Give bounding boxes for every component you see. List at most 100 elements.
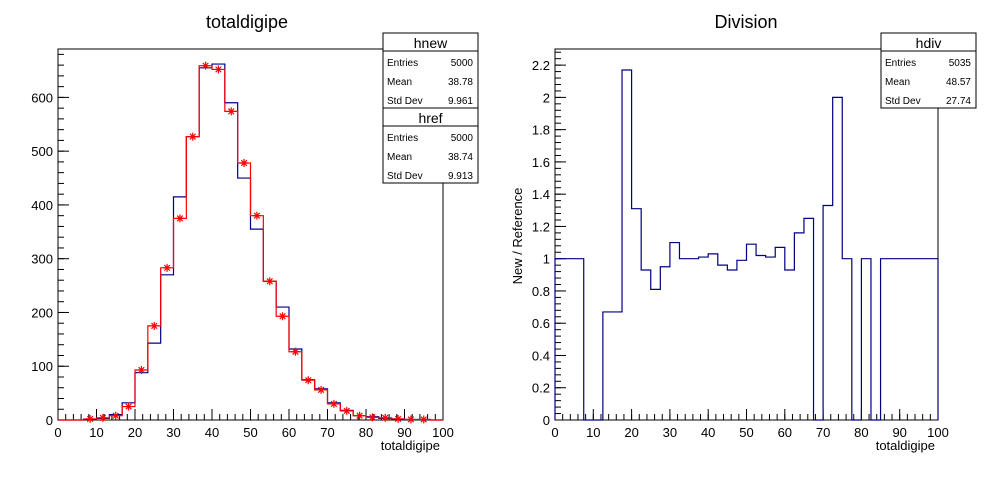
stats-title: hnew (414, 35, 448, 51)
y-tick-label: 1.2 (532, 219, 550, 234)
stats-title: href (418, 110, 442, 126)
pad-right: Division totaldigipe New / Reference 0 10… (510, 12, 977, 453)
x-tick-label: 80 (854, 425, 868, 440)
stats-row-label: Entries (387, 133, 418, 144)
series-href-point (214, 65, 223, 74)
y-tick-label: 100 (31, 359, 53, 374)
series-href-point (406, 415, 415, 424)
series-href-point (111, 411, 120, 420)
y-tick-label: 1 (543, 252, 550, 267)
stats-row-value: 5000 (451, 58, 474, 69)
y-tick-label: 200 (31, 305, 53, 320)
x-tick-label: 100 (432, 425, 454, 440)
series-href-point (304, 376, 313, 385)
stats-row-label: Entries (885, 58, 916, 69)
stats-row-value: 38.78 (448, 77, 473, 88)
x-tick-label: 20 (128, 425, 142, 440)
series-href-point (368, 413, 377, 422)
series-hdiv-line (554, 69, 939, 421)
series-href-point (278, 312, 287, 321)
series-href-point (163, 263, 172, 272)
y-tick-label: 1.4 (532, 187, 550, 202)
y-tick-label: 300 (31, 252, 53, 267)
y-tick-label: 400 (31, 198, 53, 213)
stats-row-label: Mean (387, 77, 412, 88)
x-tick-label: 0 (551, 425, 558, 440)
stats-row-label: Std Dev (885, 96, 921, 107)
stats-box (382, 32, 479, 109)
stats-row-label: Entries (387, 58, 418, 69)
series-href-point (188, 132, 197, 141)
stats-row-value: 5000 (451, 133, 474, 144)
x-tick-label: 90 (397, 425, 411, 440)
x-tick-label: 10 (586, 425, 600, 440)
x-tick-label: 30 (663, 425, 677, 440)
series-href-point (394, 414, 403, 423)
series-href-point (252, 211, 261, 220)
series-href-point (98, 413, 107, 422)
series-href-point (342, 406, 351, 415)
y-tick-label: 500 (31, 144, 53, 159)
series-href-point (201, 61, 210, 70)
y-tick-label: 1.8 (532, 123, 550, 138)
series-href-point (329, 399, 338, 408)
series-href-point (227, 107, 236, 116)
x-tick-label: 50 (243, 425, 257, 440)
series-href-point (150, 321, 159, 330)
x-tick-label: 100 (927, 425, 949, 440)
stats-row-label: Mean (387, 152, 412, 163)
x-tick-label: 10 (89, 425, 103, 440)
y-tick-label: 1.6 (532, 155, 550, 170)
pad-left: totaldigipe totaldigipe 0 10 20 30 40 50 60 70 8… (31, 12, 479, 453)
stats-row-value: 48.57 (946, 77, 971, 88)
stats-row-label: Mean (885, 77, 910, 88)
chart-title: Division (714, 12, 777, 32)
series-href-point (355, 411, 364, 420)
stats-box (880, 32, 977, 109)
x-tick-label: 60 (778, 425, 792, 440)
y-tick-label: 0.6 (532, 316, 550, 331)
x-tick-label: 40 (205, 425, 219, 440)
stats-row-value: 38.74 (448, 152, 473, 163)
stats-title: hdiv (916, 35, 942, 51)
x-tick-label: 80 (359, 425, 373, 440)
stats-row-value: 9.913 (448, 171, 473, 182)
stats-box (382, 107, 479, 184)
x-tick-label: 40 (701, 425, 715, 440)
series-href-point (86, 414, 95, 423)
series-href-point (124, 402, 133, 411)
y-tick-label: 0 (543, 413, 550, 428)
y-tick-label: 2 (543, 90, 550, 105)
series-href-point (137, 365, 146, 374)
y-axis-label: New / Reference (510, 188, 525, 285)
series-href-point (240, 158, 249, 167)
stats-row-value: 5035 (949, 58, 972, 69)
stats-row-label: Std Dev (387, 171, 423, 182)
plot-area: 0 10 20 30 40 50 60 70 80 90 100 0 0.2 0.4 0.6 0.8 1 1.2 1… (532, 48, 949, 440)
x-axis-label: totaldigipe (876, 438, 935, 453)
stats-row-value: 27.74 (946, 96, 971, 107)
chart-title: totaldigipe (206, 12, 288, 32)
y-tick-label: 0.2 (532, 381, 550, 396)
x-axis-label: totaldigipe (381, 438, 440, 453)
x-tick-label: 60 (282, 425, 296, 440)
x-tick-label: 50 (739, 425, 753, 440)
plot-area: 0 10 20 30 40 50 60 70 80 90 100 0 100 200 300 400 500 60… (31, 48, 454, 440)
series-href-point (317, 385, 326, 394)
series-href-point (265, 277, 274, 286)
stats-boxes: hnew Entries 5000 Mean 38.78 Std Dev 9.961 href… (382, 32, 479, 184)
y-tick-label: 0.4 (532, 348, 550, 363)
y-tick-label: 600 (31, 90, 53, 105)
x-tick-label: 70 (320, 425, 334, 440)
stats-row-value: 9.961 (448, 96, 473, 107)
stats-row-label: Std Dev (387, 96, 423, 107)
x-tick-label: 20 (624, 425, 638, 440)
x-tick-label: 90 (892, 425, 906, 440)
y-tick-label: 2.2 (532, 58, 550, 73)
x-tick-label: 0 (54, 425, 61, 440)
series-href-point (381, 413, 390, 422)
series-href-point (419, 415, 428, 424)
y-tick-label: 0.8 (532, 284, 550, 299)
